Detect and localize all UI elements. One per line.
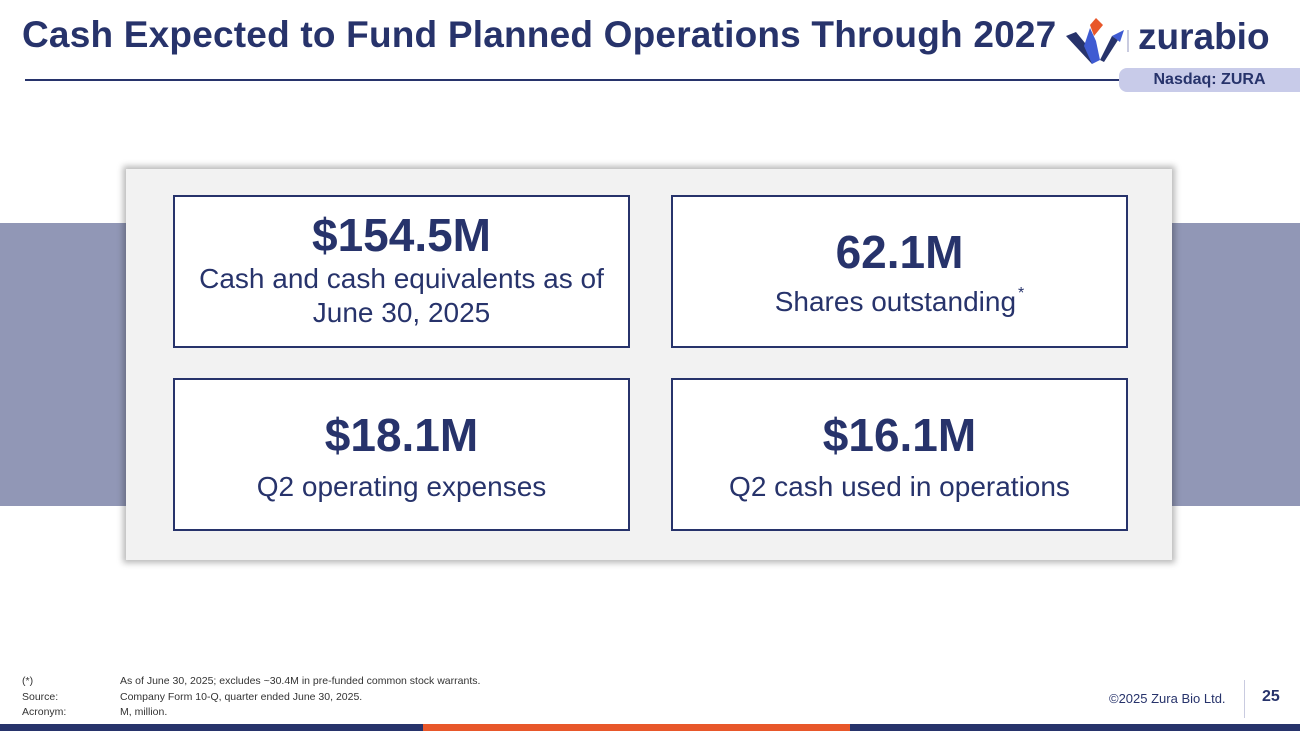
metric-label: Q2 cash used in operations [729, 471, 1070, 502]
footnotes: (*) As of June 30, 2025; excludes ~30.4M… [22, 674, 480, 721]
metric-label: Cash and cash equivalents as of June 30,… [199, 263, 604, 328]
company-logo: zurabio [1066, 16, 1291, 66]
logo-divider [1127, 30, 1129, 52]
page-number: 25 [1262, 688, 1280, 705]
metric-value: $154.5M [311, 209, 491, 261]
footnote-row: Source: Company Form 10-Q, quarter ended… [22, 690, 480, 706]
title-underline [25, 79, 1120, 81]
metric-value: 62.1M [835, 226, 964, 278]
metric-card-shares: 62.1M Shares outstanding * [671, 195, 1128, 348]
footnote-marker: * [1018, 285, 1025, 302]
footnote-key: Source: [22, 690, 59, 703]
page-title: Cash Expected to Fund Planned Operations… [22, 14, 1057, 55]
footnote-text: As of June 30, 2025; excludes ~30.4M in … [120, 675, 481, 687]
footnote-text: M, million. [120, 706, 168, 718]
logo-wordmark: zurabio [1138, 16, 1270, 57]
footer-bar-orange [423, 724, 850, 731]
footnote-row: Acronym: M, million. [22, 705, 480, 721]
metric-value: $16.1M [822, 409, 977, 461]
ticker-badge: Nasdaq: ZURA [1119, 68, 1300, 92]
footnote-row: (*) As of June 30, 2025; excludes ~30.4M… [22, 674, 480, 690]
metric-card-cash: $154.5M Cash and cash equivalents as of … [173, 195, 630, 348]
metric-label-wrap: Shares outstanding * [673, 285, 1126, 319]
footnote-key: (*) [22, 675, 34, 687]
footer-divider [1244, 680, 1245, 718]
footer-bar-navy-right [850, 724, 1300, 731]
metric-card-cash-used: $16.1M Q2 cash used in operations [671, 378, 1128, 531]
metric-label: Shares outstanding [774, 286, 1017, 317]
copyright-text: ©2025 Zura Bio Ltd. [1109, 691, 1226, 706]
metric-label: Q2 operating expenses [256, 471, 547, 502]
metric-value: $18.1M [324, 409, 479, 461]
footer-bar-navy-left [0, 724, 423, 731]
footnote-key: Acronym: [22, 706, 67, 718]
metric-card-opex: $18.1M Q2 operating expenses [173, 378, 630, 531]
footnote-text: Company Form 10-Q, quarter ended June 30… [120, 690, 363, 703]
zurabio-flame-logo-icon [1066, 18, 1124, 64]
